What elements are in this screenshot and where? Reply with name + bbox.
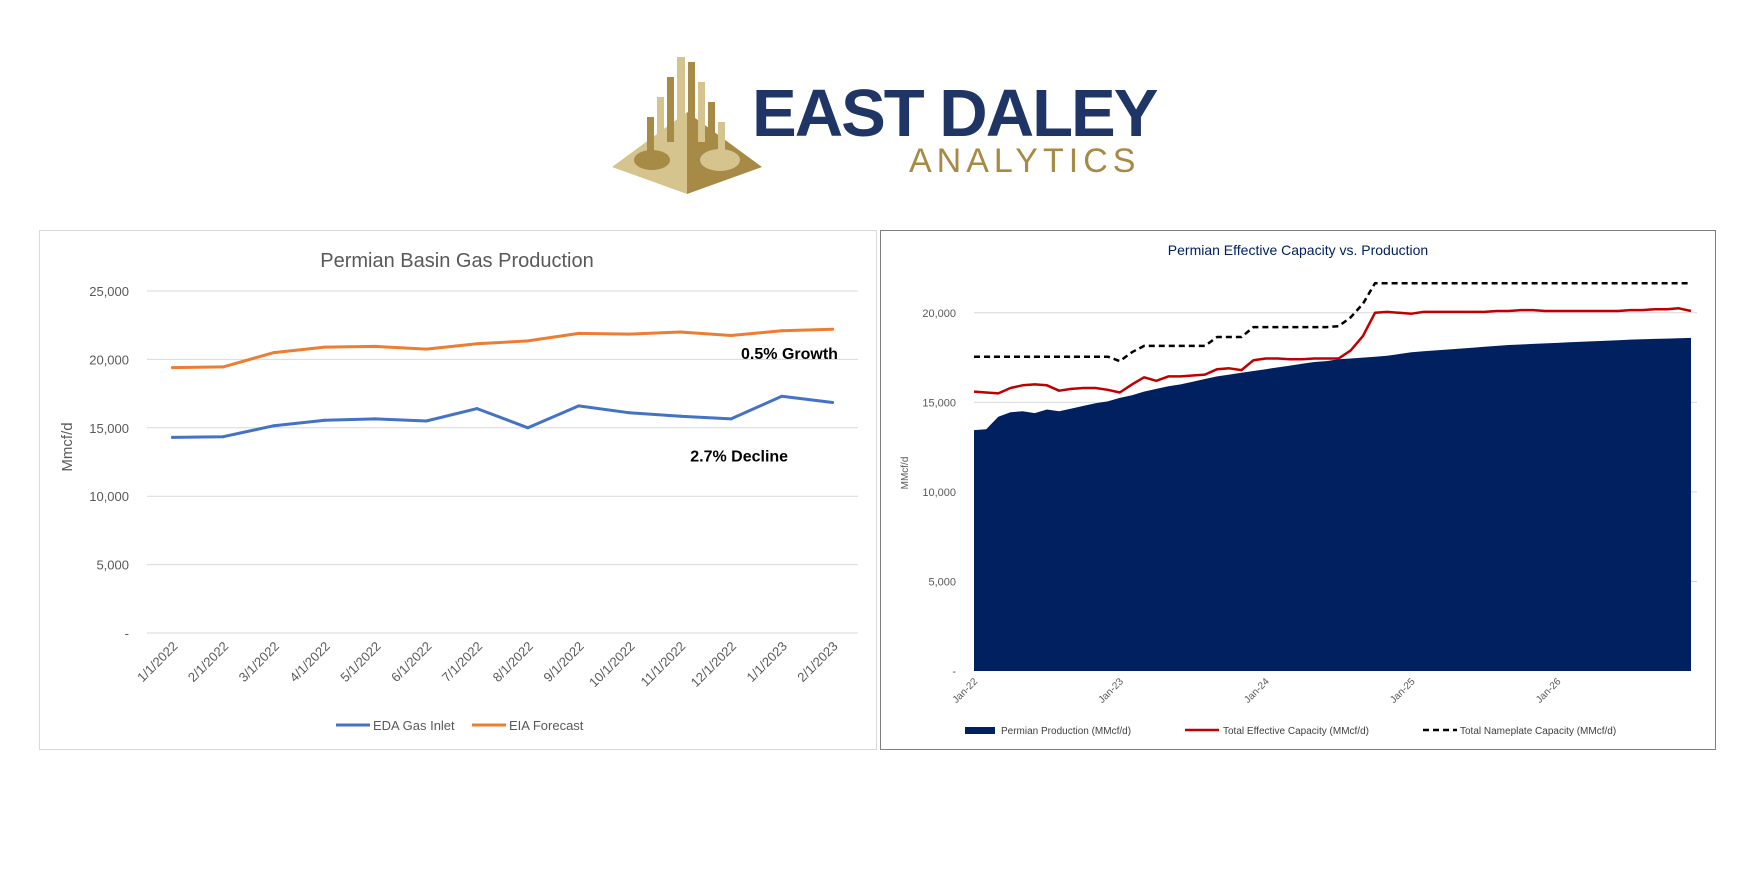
y-tick-label: 20,000 bbox=[922, 308, 956, 320]
x-tick-label: Jan-25 bbox=[1388, 676, 1418, 706]
data-point-eda-gas-inlet bbox=[729, 417, 733, 421]
x-tick-label: Jan-26 bbox=[1534, 676, 1564, 706]
x-axis-ticks: Jan-22 Jan-23 Jan-24 Jan-25 Jan-26 bbox=[951, 676, 1564, 706]
x-tick-label: 2/1/2022 bbox=[185, 639, 231, 685]
data-point-eda-gas-inlet bbox=[221, 435, 225, 439]
x-axis-ticks: 1/1/2022 2/1/2022 3/1/2022 4/1/2022 5/1/2022… bbox=[134, 639, 841, 691]
y-axis-label: MMcf/d bbox=[900, 457, 911, 490]
legend-swatch-permian-production bbox=[965, 727, 995, 734]
x-tick-label: 1/1/2023 bbox=[744, 639, 790, 685]
data-point-eia-forecast bbox=[831, 327, 835, 331]
x-tick-label: Jan-22 bbox=[951, 676, 981, 706]
left-chart-svg: Permian Basin Gas Production Mmcf/d - 5,0… bbox=[59, 250, 858, 733]
legend-label-eia-forecast: EIA Forecast bbox=[509, 718, 584, 733]
y-tick-label: 15,000 bbox=[922, 397, 956, 409]
y-tick-label: - bbox=[952, 666, 956, 678]
chart-title: Permian Effective Capacity vs. Productio… bbox=[1168, 242, 1428, 258]
y-tick-label: 5,000 bbox=[928, 576, 956, 588]
x-tick-label: 3/1/2022 bbox=[236, 639, 282, 685]
legend: EDA Gas Inlet EIA Forecast bbox=[336, 718, 584, 733]
data-point-eda-gas-inlet bbox=[577, 404, 581, 408]
data-point-eia-forecast bbox=[221, 365, 225, 369]
data-point-eda-gas-inlet bbox=[678, 414, 682, 418]
legend-label-eda-gas-inlet: EDA Gas Inlet bbox=[373, 718, 455, 733]
data-point-eda-gas-inlet bbox=[831, 400, 835, 404]
data-point-eia-forecast bbox=[577, 331, 581, 335]
series-line-total-effective-capacity-mmcf-d bbox=[973, 307, 1692, 395]
series-marks bbox=[973, 281, 1692, 671]
y-tick-label: 10,000 bbox=[89, 489, 129, 504]
data-point-eia-forecast bbox=[374, 344, 378, 348]
legend-label-total-effective-capacity: Total Effective Capacity (MMcf/d) bbox=[1223, 726, 1369, 737]
data-point-eia-forecast bbox=[272, 351, 276, 355]
logo-name-line1: EAST DALEY bbox=[752, 76, 1158, 151]
chart-title: Permian Basin Gas Production bbox=[320, 250, 593, 272]
data-point-eia-forecast bbox=[170, 366, 174, 370]
x-tick-label: 10/1/2022 bbox=[586, 639, 638, 691]
east-daley-logo: EAST DALEY ANALYTICS bbox=[612, 52, 1158, 200]
data-point-eia-forecast bbox=[424, 347, 428, 351]
data-point-eia-forecast bbox=[780, 329, 784, 333]
x-tick-label: 9/1/2022 bbox=[540, 639, 586, 685]
annotation-decline: 2.7% Decline bbox=[690, 449, 788, 466]
series-line-eia-forecast bbox=[172, 327, 833, 370]
legend-label-total-nameplate-capacity: Total Nameplate Capacity (MMcf/d) bbox=[1460, 726, 1616, 737]
logo-emblem-icon bbox=[612, 57, 762, 194]
y-axis-ticks: - 5,000 10,000 15,000 20,000 bbox=[922, 308, 956, 678]
series-line-eda-gas-inlet bbox=[172, 394, 833, 439]
data-point-eda-gas-inlet bbox=[374, 417, 378, 421]
x-tick-label: 1/1/2022 bbox=[134, 639, 180, 685]
x-tick-label: 4/1/2022 bbox=[286, 639, 332, 685]
data-point-eia-forecast bbox=[475, 342, 479, 346]
area-permian-production-mmcf-d bbox=[974, 337, 1691, 671]
y-axis-ticks: - 5,000 10,000 15,000 20,000 25,000 bbox=[89, 284, 129, 641]
data-point-eia-forecast bbox=[323, 345, 327, 349]
y-tick-label: - bbox=[125, 626, 129, 641]
x-tick-label: 11/1/2022 bbox=[638, 639, 689, 690]
data-point-eda-gas-inlet bbox=[780, 394, 784, 398]
data-point-eia-forecast bbox=[526, 339, 530, 343]
series-lines bbox=[170, 327, 835, 439]
right-chart-svg: Permian Effective Capacity vs. Productio… bbox=[900, 242, 1697, 737]
x-tick-label: 6/1/2022 bbox=[388, 639, 434, 685]
logo-name-line2: ANALYTICS bbox=[909, 142, 1141, 180]
data-point-eia-forecast bbox=[678, 330, 682, 334]
data-point-eia-forecast bbox=[627, 332, 631, 336]
data-point-eda-gas-inlet bbox=[170, 435, 174, 439]
data-point-eda-gas-inlet bbox=[272, 424, 276, 428]
x-tick-label: 12/1/2022 bbox=[688, 639, 740, 691]
y-axis-label: Mmcf/d bbox=[59, 422, 76, 471]
y-tick-label: 10,000 bbox=[922, 487, 956, 499]
y-tick-label: 20,000 bbox=[89, 352, 129, 367]
y-tick-label: 5,000 bbox=[96, 558, 129, 573]
x-tick-label: 5/1/2022 bbox=[337, 639, 383, 685]
permian-capacity-vs-production-chart: Permian Effective Capacity vs. Productio… bbox=[880, 230, 1716, 750]
x-tick-label: Jan-23 bbox=[1097, 676, 1127, 706]
data-point-eda-gas-inlet bbox=[475, 407, 479, 411]
data-point-eia-forecast bbox=[729, 333, 733, 337]
legend-label-permian-production: Permian Production (MMcf/d) bbox=[1001, 726, 1131, 737]
x-tick-label: 8/1/2022 bbox=[490, 639, 536, 685]
y-tick-label: 25,000 bbox=[89, 284, 129, 299]
data-point-eda-gas-inlet bbox=[526, 426, 530, 430]
annotation-growth: 0.5% Growth bbox=[741, 346, 838, 363]
series-line-total-nameplate-capacity-mmcf-d bbox=[974, 281, 1691, 363]
legend: Permian Production (MMcf/d) Total Effect… bbox=[965, 726, 1616, 737]
x-tick-label: 7/1/2022 bbox=[439, 639, 485, 685]
data-point-eda-gas-inlet bbox=[323, 418, 327, 422]
data-point-eda-gas-inlet bbox=[424, 419, 428, 423]
permian-gas-production-chart: Permian Basin Gas Production Mmcf/d - 5,0… bbox=[39, 230, 877, 750]
y-tick-label: 15,000 bbox=[89, 421, 129, 436]
x-tick-label: Jan-24 bbox=[1242, 676, 1272, 706]
x-tick-label: 2/1/2023 bbox=[794, 639, 840, 685]
data-point-eda-gas-inlet bbox=[627, 411, 631, 415]
